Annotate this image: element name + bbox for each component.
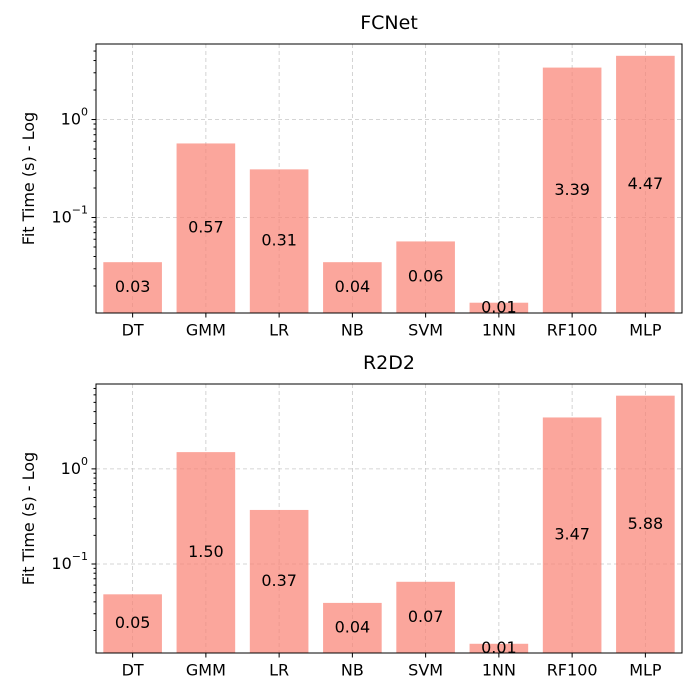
x-tick-label: NB	[341, 321, 364, 340]
x-tick-label: GMM	[186, 661, 226, 680]
bar-value-label: 3.39	[554, 180, 590, 199]
bar-dt	[103, 262, 162, 313]
x-tick-label: DT	[122, 661, 144, 680]
bar-rf100	[542, 67, 602, 313]
y-tick-label: 100	[61, 455, 88, 478]
chart-panel-fcnet: 100 10−1 0.03 0.57 0.31 0.04 0.06 0.01 3.39 4.47 D…	[19, 12, 683, 340]
bar-nb	[323, 602, 382, 653]
chart-title: FCNet	[360, 12, 418, 34]
y-tick-label: 100	[61, 106, 88, 129]
bar-value-label: 5.88	[628, 514, 664, 533]
x-tick-label: LR	[269, 321, 289, 340]
x-tick-label: NB	[341, 661, 364, 680]
bar-value-label: 0.37	[261, 571, 297, 590]
x-tick-label: 1NN	[482, 321, 516, 340]
chart-title: R2D2	[363, 352, 415, 374]
bar-value-label: 0.04	[335, 617, 371, 636]
y-tick-label: 10−1	[51, 550, 88, 573]
x-tick-label: RF100	[547, 321, 598, 340]
bar-value-label: 0.06	[408, 267, 444, 286]
x-tick-label: GMM	[186, 321, 226, 340]
chart-panel-r2d2: 100 10−1 0.05 1.50 0.37 0.04 0.07 0.01 3.47 5.88 D…	[19, 352, 683, 680]
x-tick-label: MLP	[629, 321, 662, 340]
bar-dt	[103, 594, 162, 653]
y-axis-label: Fit Time (s) - Log	[19, 452, 38, 585]
x-tick-label: RF100	[547, 661, 598, 680]
bar-lr	[249, 509, 309, 653]
bar-value-label: 0.01	[481, 638, 517, 657]
bar-mlp	[616, 395, 675, 653]
bar-value-label: 0.03	[115, 277, 151, 296]
bar-svm	[396, 581, 455, 653]
bar-value-label: 1.50	[188, 542, 224, 561]
x-tick-label: SVM	[408, 321, 443, 340]
bar-1nn	[469, 302, 529, 313]
bar-value-label: 3.47	[554, 525, 590, 544]
bar-svm	[396, 241, 455, 313]
x-tick-label: LR	[269, 661, 289, 680]
plot-area-frame	[95, 43, 683, 314]
bar-gmm	[176, 143, 236, 313]
y-axis-label: Fit Time (s) - Log	[19, 112, 38, 245]
bar-lr	[249, 169, 309, 313]
y-tick-label: 10−1	[51, 204, 88, 227]
bar-value-label: 0.04	[335, 277, 371, 296]
bar-gmm	[176, 452, 236, 653]
bar-rf100	[542, 417, 602, 653]
x-tick-label: 1NN	[482, 661, 516, 680]
bar-value-label: 0.07	[408, 607, 444, 626]
bar-value-label: 0.01	[481, 297, 517, 316]
bar-value-label: 0.57	[188, 218, 224, 237]
x-tick-label: DT	[122, 321, 144, 340]
bar-1nn	[469, 643, 529, 653]
bar-value-label: 0.31	[261, 231, 297, 250]
bar-value-label: 4.47	[628, 174, 664, 193]
plot-area-frame	[95, 383, 683, 654]
x-tick-label: SVM	[408, 661, 443, 680]
x-tick-label: MLP	[629, 661, 662, 680]
bar-nb	[323, 262, 382, 313]
bar-mlp	[616, 55, 675, 313]
bar-value-label: 0.05	[115, 613, 151, 632]
